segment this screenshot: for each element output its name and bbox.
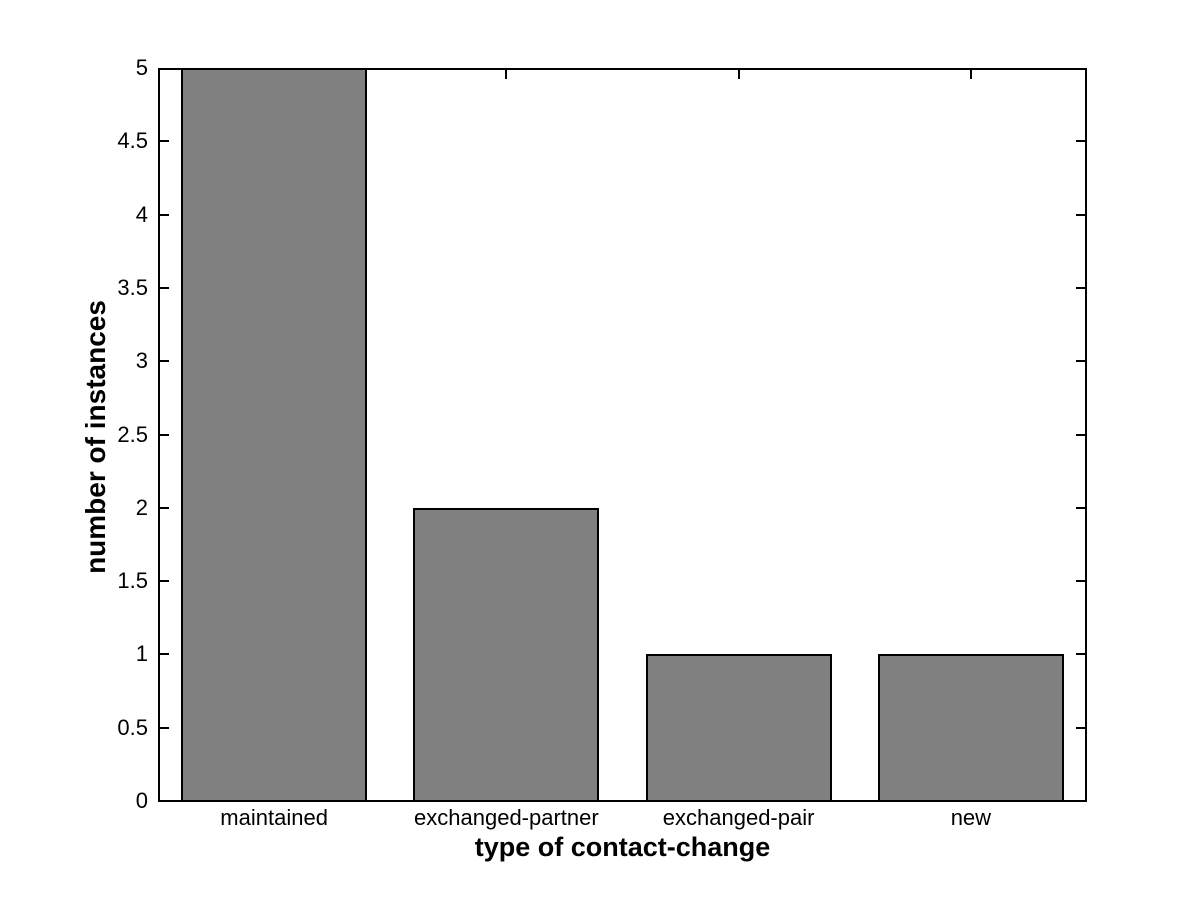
y-tick-label: 1.5 [117,568,148,594]
y-tick-mirror [1076,433,1085,436]
y-tick [160,433,169,436]
y-tick-mirror [1076,580,1085,583]
y-tick-mirror [1076,360,1085,363]
y-tick-label: 2.5 [117,421,148,447]
y-tick [160,213,169,216]
y-tick-mirror [1076,506,1085,509]
y-tick [160,653,169,656]
y-tick-label: 3.5 [117,274,148,300]
y-tick-label: 3 [135,348,148,374]
y-tick-label: 0 [135,788,148,813]
x-tick-label: new [950,805,992,830]
x-tick-label: exchanged-partner [414,805,599,830]
y-tick [160,360,169,363]
y-tick-label: 0.5 [117,714,148,740]
y-tick-label: 2 [135,494,148,520]
y-tick-label: 4.5 [117,128,148,154]
y-tick [160,506,169,509]
x-tick-mirror [505,70,508,79]
y-tick-mirror [1076,653,1085,656]
y-tick [160,140,169,143]
y-tick-mirror [1076,213,1085,216]
x-axis-label: type of contact-change [474,832,771,862]
y-tick-mirror [1076,286,1085,289]
y-tick-label: 4 [135,201,148,227]
x-tick-mirror [969,70,972,79]
y-tick-mirror [1076,726,1085,729]
bar-new [877,654,1064,802]
y-tick [160,286,169,289]
y-tick-label: 1 [135,641,148,667]
y-tick-mirror [1076,140,1085,143]
x-tick-label: maintained [220,805,328,830]
y-tick [160,726,169,729]
y-tick [160,580,169,583]
bar-maintained [181,68,368,802]
bar-exchanged-partner [413,507,600,802]
bar-exchanged-pair [645,654,832,802]
y-tick-label: 5 [135,55,148,80]
x-tick-label: exchanged-pair [662,805,815,830]
x-tick-mirror [737,70,740,79]
